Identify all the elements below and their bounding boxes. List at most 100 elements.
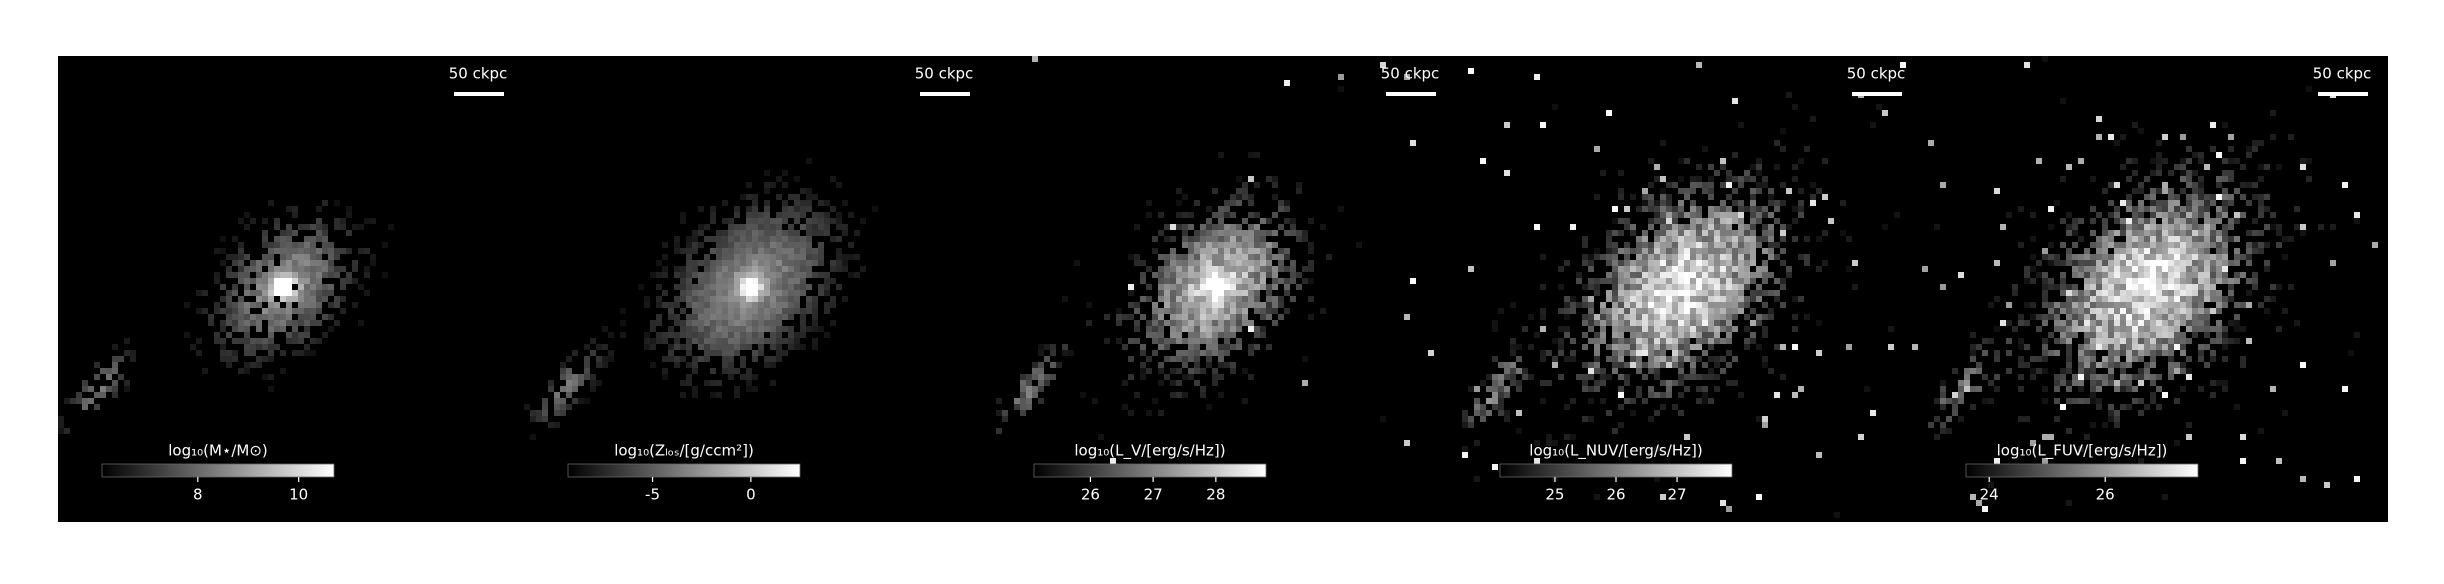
pixel [322,332,328,338]
pixel [2084,398,2090,404]
pixel [716,326,722,332]
pixel [2066,428,2072,434]
pixel [2060,308,2066,314]
pixel [746,260,752,266]
pixel [830,266,836,272]
pixel [2132,326,2138,332]
pixel [1666,308,1672,314]
pixel [1994,386,2000,392]
pixel [1242,284,1248,290]
pixel [2186,266,2192,272]
pixel [2258,164,2264,170]
pixel [1690,326,1696,332]
pixel [2084,302,2090,308]
pixel [2144,218,2150,224]
pixel [1690,362,1696,368]
pixel [1672,218,1678,224]
pixel [2210,284,2216,290]
pixel [1492,392,1498,398]
pixel [1690,374,1696,380]
pixel [1768,272,1774,278]
pixel [758,242,764,248]
pixel [2114,278,2120,284]
pixel [2138,284,2144,290]
pixel [286,296,292,302]
pixel [2084,326,2090,332]
pixel [2168,230,2174,236]
pixel [1612,242,1618,248]
pixel [812,212,818,218]
pixel [346,206,352,212]
pixel [1218,266,1224,272]
pixel [1618,404,1624,410]
pixel [1218,392,1224,398]
pixel [1230,344,1236,350]
pixel [1206,206,1212,212]
pixel [1726,206,1732,212]
pixel [2324,482,2330,488]
pixel [1690,242,1696,248]
pixel [2276,224,2282,230]
pixel [2270,386,2276,392]
pixel [2180,296,2186,302]
pixel [256,356,262,362]
pixel [298,314,304,320]
pixel [692,260,698,266]
pixel [1642,242,1648,248]
pixel [710,380,716,386]
pixel [782,242,788,248]
pixel [2186,368,2192,374]
pixel [2048,278,2054,284]
pixel [1654,284,1660,290]
pixel [800,188,806,194]
pixel [2102,332,2108,338]
pixel [770,284,776,290]
pixel [2084,296,2090,302]
pixel [1660,284,1666,290]
pixel [1654,302,1660,308]
pixel [2042,350,2048,356]
pixel [812,260,818,266]
pixel [2198,194,2204,200]
pixel [268,374,274,380]
pixel [722,200,728,206]
pixel [1200,386,1206,392]
pixel [298,242,304,248]
pixel [1540,314,1546,320]
pixel [1612,362,1618,368]
pixel [1642,272,1648,278]
pixel [1212,212,1218,218]
scalebar [2318,92,2368,96]
pixel [764,236,770,242]
pixel [1164,302,1170,308]
pixel [2150,170,2156,176]
pixel [608,350,614,356]
pixel [1660,332,1666,338]
pixel [2138,224,2144,230]
pixel [734,386,740,392]
pixel [1248,320,1254,326]
pixel [2198,284,2204,290]
pixel [298,350,304,356]
pixel [764,326,770,332]
pixel [1266,248,1272,254]
pixel [2156,320,2162,326]
pixel [2162,218,2168,224]
pixel [1612,278,1618,284]
pixel [1528,374,1534,380]
pixel [1624,344,1630,350]
pixel [2228,296,2234,302]
pixel [1744,230,1750,236]
pixel [1486,374,1492,380]
pixel [1678,278,1684,284]
pixel [758,302,764,308]
pixel [1756,494,1762,500]
pixel [740,356,746,362]
pixel [746,320,752,326]
pixel [1940,386,1946,392]
pixel [782,338,788,344]
pixel [716,242,722,248]
pixel [1636,266,1642,272]
pixel [1248,176,1254,182]
pixel [2168,326,2174,332]
